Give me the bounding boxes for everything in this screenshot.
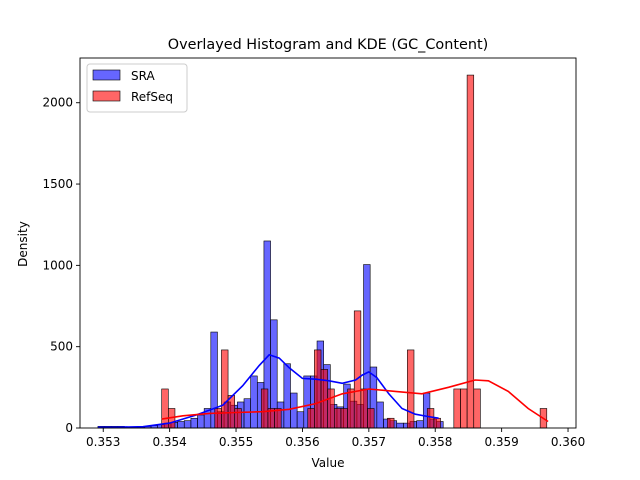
sra-bar	[290, 392, 298, 429]
x-tick-label: 0.360	[551, 435, 585, 449]
sra-bar	[190, 417, 198, 429]
sra-bar	[283, 363, 291, 429]
sra-kde-line	[97, 353, 439, 429]
refseq-bar	[221, 349, 229, 429]
sra-bar	[250, 375, 258, 429]
refseq-bar	[334, 408, 342, 429]
x-tick-label: 0.353	[86, 435, 120, 449]
sra-bar	[396, 422, 404, 429]
x-tick-label: 0.354	[152, 435, 186, 449]
refseq-bar	[353, 310, 362, 429]
axes-frame	[79, 57, 577, 429]
sra-bar	[177, 421, 185, 429]
sra-bar	[416, 420, 424, 429]
refseq-bar	[214, 408, 222, 429]
legend-label-sra: SRA	[131, 69, 155, 83]
refseq-bar	[453, 388, 461, 429]
x-tick-label: 0.357	[352, 435, 386, 449]
x-tick-label: 0.356	[285, 435, 319, 449]
refseq-bar	[367, 408, 375, 429]
refseq-bar	[433, 417, 441, 429]
x-axis-label: Value	[312, 456, 345, 470]
refseq-bar	[314, 349, 322, 429]
refseq-bar	[466, 74, 475, 429]
refseq-bar	[387, 417, 395, 429]
refseq-bar	[227, 395, 236, 429]
refseq-bar	[260, 388, 269, 429]
y-tick-label: 1000	[42, 258, 73, 272]
x-tick-label: 0.359	[484, 435, 518, 449]
y-tick-label: 2000	[42, 96, 73, 110]
refseq-bar	[460, 388, 468, 429]
refseq-bar	[234, 408, 242, 429]
legend-swatch-sra	[92, 69, 121, 81]
refseq-kde-line	[161, 379, 549, 423]
refseq-bar	[473, 388, 481, 429]
refseq-bar	[407, 349, 415, 429]
y-axis-label: Density	[16, 221, 30, 267]
refseq-bar	[426, 408, 435, 429]
refseq-bar	[161, 388, 169, 429]
sra-bar	[183, 420, 192, 429]
refseq-bar	[340, 408, 348, 429]
sra-bar	[296, 411, 305, 429]
legend: SRA RefSeq	[86, 63, 188, 113]
axes: 0.353 0.354 0.355 0.356 0.357 0.358 0.359 0.360…	[42, 57, 585, 449]
refseq-bar	[347, 388, 355, 429]
refseq-bar	[274, 408, 282, 429]
sra-bar	[376, 401, 384, 429]
chart-title: Overlayed Histogram and KDE (GC_Content)	[168, 37, 488, 53]
sra-bar	[197, 414, 205, 429]
sra-bar	[243, 398, 251, 429]
plot-area	[97, 74, 549, 429]
legend-label-refseq: RefSeq	[131, 90, 173, 104]
refseq-bar	[307, 408, 315, 429]
y-tick-label: 500	[50, 340, 73, 354]
y-tick-label: 1500	[42, 177, 73, 191]
x-tick-label: 0.355	[219, 435, 253, 449]
refseq-bar	[360, 388, 368, 429]
x-tick-label: 0.358	[418, 435, 452, 449]
legend-swatch-refseq	[92, 90, 121, 102]
refseq-bar	[327, 388, 335, 429]
y-tick-label: 0	[65, 421, 73, 435]
